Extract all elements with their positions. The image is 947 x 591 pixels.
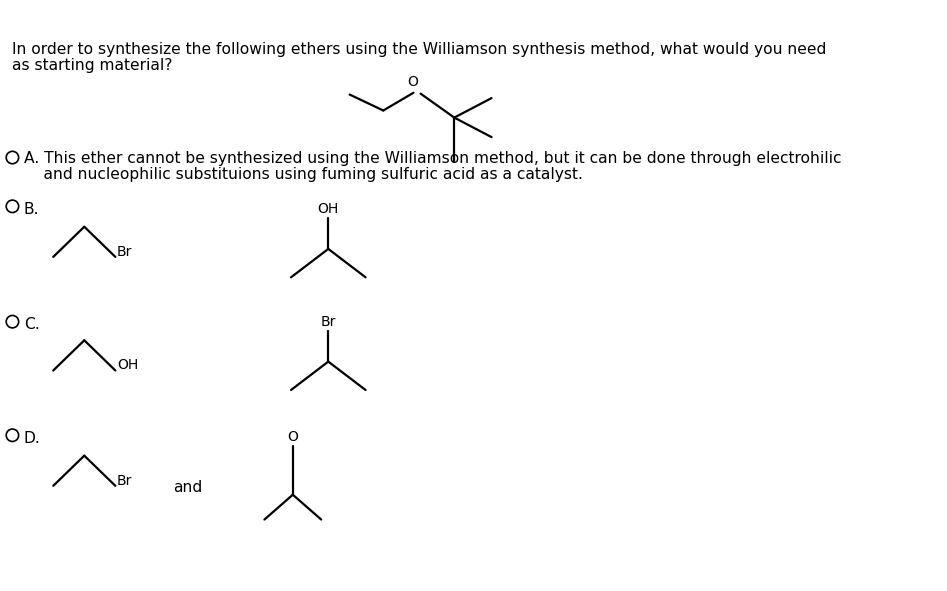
Text: D.: D. xyxy=(24,431,41,446)
Text: and nucleophilic substituions using fuming sulfuric acid as a catalyst.: and nucleophilic substituions using fumi… xyxy=(24,167,582,182)
Text: Br: Br xyxy=(117,473,133,488)
Text: and: and xyxy=(173,480,203,495)
Text: OH: OH xyxy=(117,358,138,372)
Text: O: O xyxy=(407,75,418,89)
Text: Br: Br xyxy=(117,245,133,259)
Text: O: O xyxy=(287,430,298,444)
Text: In order to synthesize the following ethers using the Williamson synthesis metho: In order to synthesize the following eth… xyxy=(12,42,827,57)
Text: Br: Br xyxy=(321,315,336,329)
Text: as starting material?: as starting material? xyxy=(12,58,173,73)
Text: C.: C. xyxy=(24,317,40,332)
Text: B.: B. xyxy=(24,202,40,217)
Text: A. This ether cannot be synthesized using the Williamson method, but it can be d: A. This ether cannot be synthesized usin… xyxy=(24,151,842,166)
Text: OH: OH xyxy=(317,202,339,216)
